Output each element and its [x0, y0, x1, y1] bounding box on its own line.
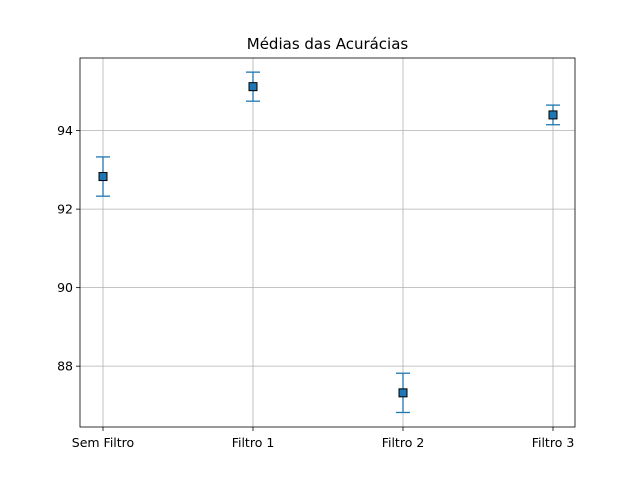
x-tick-label: Sem Filtro	[72, 435, 134, 450]
y-tick-label: 90	[57, 280, 73, 295]
data-point-marker	[548, 110, 558, 120]
y-tick-label: 92	[57, 202, 73, 217]
x-tick-label: Filtro 3	[532, 435, 575, 450]
data-point-marker	[98, 172, 108, 182]
series-layer	[96, 71, 560, 414]
chart-title: Médias das Acurácias	[247, 35, 409, 53]
grid-layer	[80, 58, 575, 427]
data-point-marker	[248, 82, 258, 92]
tick-layer: Sem Filtro Filtro 1 Filtro 2 Filtro 3 88 90 92…	[57, 123, 574, 450]
x-tick-label: Filtro 2	[382, 435, 425, 450]
data-point-marker	[398, 388, 408, 398]
y-tick-label: 94	[57, 123, 73, 138]
plot-frame	[79, 57, 576, 428]
y-tick-label: 88	[57, 359, 73, 374]
x-tick-label: Filtro 1	[232, 435, 275, 450]
